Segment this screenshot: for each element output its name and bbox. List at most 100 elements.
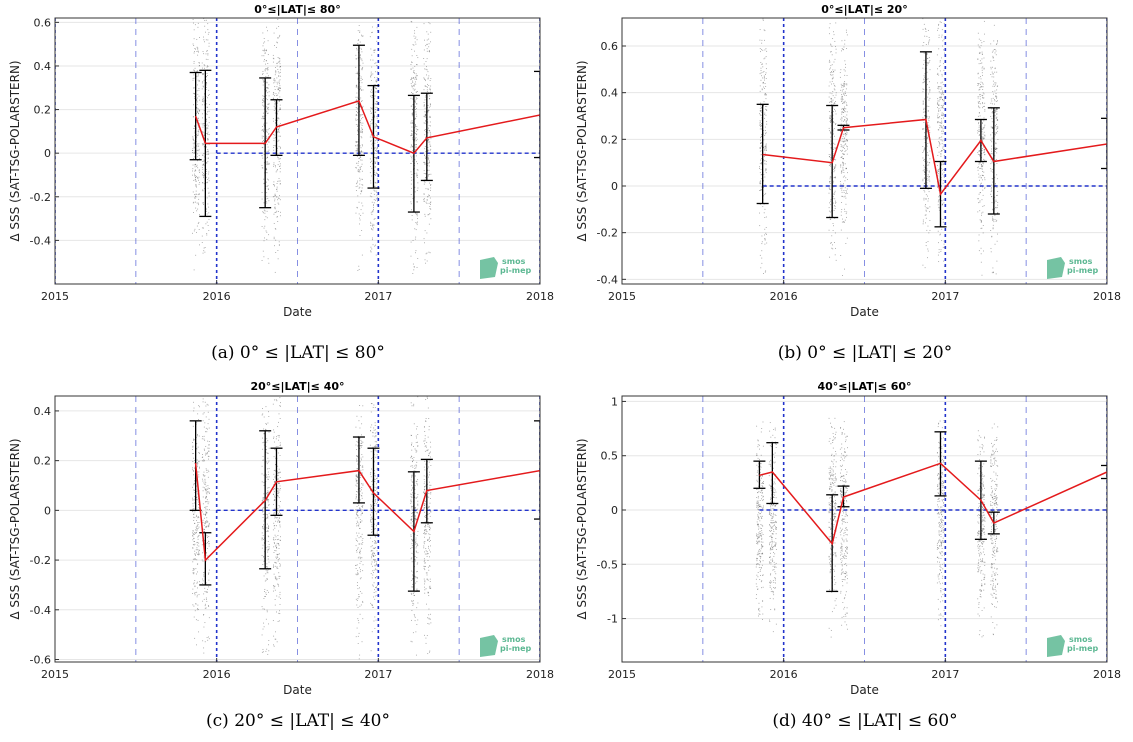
sample-point (267, 517, 269, 519)
sample-point (267, 68, 269, 70)
sample-point (980, 183, 981, 185)
sample-point (277, 445, 279, 447)
sample-point (978, 38, 980, 40)
sample-point (841, 111, 843, 113)
sample-point (274, 534, 276, 536)
sample-point (192, 446, 194, 448)
sample-point (765, 148, 767, 150)
sample-point (196, 70, 198, 72)
sample-point (760, 183, 762, 185)
sample-point (362, 618, 364, 620)
sample-point (375, 101, 377, 103)
sample-point (267, 555, 269, 557)
sample-point (195, 137, 197, 139)
sample-point (357, 510, 359, 512)
sample-point (375, 123, 377, 125)
sample-point (414, 238, 416, 240)
sample-point (425, 121, 427, 123)
sample-point (261, 414, 263, 416)
sample-point (202, 101, 203, 102)
sample-point (376, 109, 378, 111)
sample-point (831, 71, 832, 72)
sample-point (759, 39, 761, 41)
sample-point (194, 558, 196, 560)
sample-point (356, 162, 357, 164)
sample-point (416, 201, 418, 203)
sample-point (828, 61, 830, 63)
sample-point (263, 202, 265, 204)
sample-point (982, 103, 984, 105)
sample-point (208, 573, 209, 575)
sample-point (276, 567, 278, 569)
sample-point (267, 527, 269, 529)
x-tick-label: 2017 (364, 290, 392, 303)
sample-point (375, 153, 377, 155)
sample-point (279, 158, 281, 159)
sample-point (197, 587, 198, 589)
sample-point (995, 199, 997, 201)
sample-point (922, 45, 924, 47)
sample-point (759, 181, 761, 183)
sample-point (278, 538, 280, 540)
sample-point (411, 21, 413, 23)
sample-point (278, 26, 280, 27)
sample-point (923, 89, 925, 90)
sample-point (942, 107, 944, 109)
sample-point (370, 246, 372, 248)
sample-point (928, 86, 930, 88)
sample-point (355, 476, 357, 478)
sample-point (206, 213, 208, 215)
sample-point (427, 33, 429, 35)
sample-point (275, 399, 277, 401)
sample-point (360, 457, 362, 459)
sample-point (429, 252, 431, 254)
sample-point (978, 106, 980, 108)
sample-point (923, 42, 925, 43)
sample-point (192, 503, 194, 505)
sample-point (834, 97, 836, 99)
sample-point (427, 140, 429, 142)
sample-point (984, 124, 986, 126)
sample-point (206, 154, 208, 155)
sample-point (841, 202, 843, 203)
sample-point (208, 509, 210, 510)
sample-point (275, 195, 276, 197)
sample-point (411, 78, 413, 79)
sample-point (355, 598, 357, 600)
sample-point (355, 167, 357, 169)
sample-point (426, 31, 428, 33)
sample-point (923, 168, 925, 170)
sample-point (266, 494, 268, 496)
sample-point (266, 202, 268, 204)
sample-point (831, 74, 833, 76)
sample-point (356, 548, 358, 550)
sample-point (205, 591, 207, 593)
sample-point (362, 483, 364, 485)
sample-point (203, 530, 205, 532)
sample-point (198, 508, 200, 510)
sample-point (262, 79, 264, 80)
sample-point (267, 157, 268, 158)
sample-point (268, 103, 270, 105)
sample-point (977, 198, 979, 200)
sample-point (194, 495, 195, 497)
sample-point (196, 186, 197, 188)
sample-point (264, 122, 265, 124)
sample-point (199, 171, 200, 173)
sample-point (193, 513, 195, 515)
sample-point (263, 162, 265, 164)
sample-point (426, 69, 428, 71)
sample-point (207, 503, 209, 505)
sample-point (194, 152, 196, 154)
sample-point (371, 147, 372, 149)
sample-point (274, 89, 276, 90)
sample-point (195, 554, 196, 556)
sample-point (194, 553, 196, 555)
sample-point (926, 207, 928, 209)
sample-point (205, 523, 207, 525)
sample-point (376, 134, 378, 136)
sample-point (982, 186, 984, 188)
sample-point (275, 470, 277, 472)
sample-point (273, 546, 275, 548)
sample-point (265, 88, 267, 90)
